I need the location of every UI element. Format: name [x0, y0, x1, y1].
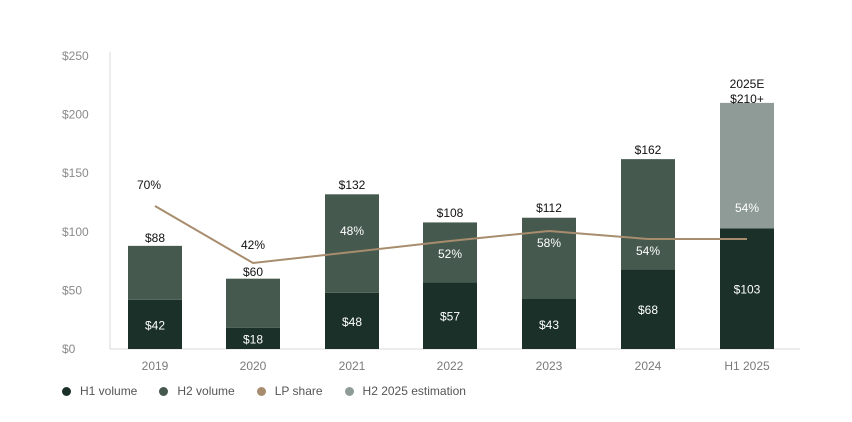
bar-h2-4: [522, 217, 576, 299]
bar-h2-5: [621, 159, 675, 270]
x-tick-label-3: 2022: [437, 359, 464, 373]
bar-label-h1-5: $68: [638, 303, 658, 317]
bar-h2-0: [128, 245, 182, 300]
legend-swatch-h2: [159, 386, 169, 396]
x-tick-label-1: 2020: [240, 359, 267, 373]
legend: H1 volume H2 volume LP share H2 2025 est…: [62, 384, 488, 398]
bar-label-h1-2: $48: [342, 315, 362, 329]
legend-item-h2: H2 volume: [159, 384, 235, 398]
lp-share-label-0: 70%: [137, 178, 161, 192]
y-tick-label-2: $100: [62, 225, 89, 239]
bar-label-h2-5: 54%: [636, 244, 660, 258]
total-label-6: $210+: [730, 92, 764, 106]
legend-item-h2-estimation: H2 2025 estimation: [344, 384, 466, 398]
bar-h2-estimation-6: [720, 102, 774, 229]
legend-label-h2: H2 volume: [177, 384, 235, 398]
bar-h1-3: [423, 282, 477, 349]
y-tick-label-3: $150: [62, 166, 89, 180]
x-tick-label-6: H1 2025: [724, 359, 770, 373]
legend-swatch-h1: [62, 386, 71, 396]
bar-h1-2: [325, 292, 379, 349]
bar-h2-1: [226, 278, 280, 328]
y-tick-label-0: $0: [62, 342, 76, 356]
total-label-4: $112: [536, 201, 562, 215]
bar-label-h2-4: 58%: [537, 236, 561, 250]
legend-swatch-lp-share: [256, 386, 266, 396]
legend-label-h1: H1 volume: [80, 384, 138, 398]
total-label-3: $108: [437, 206, 464, 220]
bar-h1-6: [720, 228, 774, 349]
y-tick-label-1: $50: [62, 283, 82, 297]
lp-share-label-1: 42%: [241, 238, 265, 252]
bar-h1-5: [621, 269, 675, 349]
legend-label-lp-share: LP share: [274, 384, 323, 398]
bar-h1-1: [226, 327, 280, 349]
bar-h2-2: [325, 194, 379, 293]
bar-label-h1-4: $43: [539, 318, 559, 332]
total-label-5: $162: [635, 143, 662, 157]
total-prefix-label-6: 2025E: [730, 77, 765, 91]
bar-h1-4: [522, 298, 576, 349]
bar-label-h1-3: $57: [440, 310, 460, 324]
x-tick-label-5: 2024: [635, 359, 662, 373]
bar-label-h1-0: $42: [145, 318, 165, 332]
x-tick-label-0: 2019: [142, 359, 169, 373]
bar-label-h2-2: 48%: [340, 224, 364, 238]
bar-h2-3: [423, 222, 477, 283]
legend-swatch-h2-estimation: [344, 386, 354, 396]
x-tick-label-2: 2021: [339, 359, 366, 373]
y-tick-label-5: $250: [62, 49, 89, 63]
total-label-2: $132: [339, 178, 366, 192]
legend-item-h1: H1 volume: [62, 384, 137, 398]
bar-label-h1-1: $18: [243, 332, 263, 346]
x-tick-label-4: 2023: [536, 359, 563, 373]
y-tick-label-4: $200: [62, 108, 89, 122]
legend-label-h2-estimation: H2 2025 estimation: [362, 384, 466, 398]
bar-label-h2-3: 52%: [438, 247, 462, 261]
bar-h1-0: [128, 299, 182, 349]
legend-item-lp-share: LP share: [256, 384, 323, 398]
bar-label-h2-estimation-6: 54%: [735, 201, 759, 215]
total-label-0: $88: [145, 231, 165, 245]
bar-label-h1-6: $103: [734, 283, 761, 297]
total-label-1: $60: [243, 265, 263, 279]
